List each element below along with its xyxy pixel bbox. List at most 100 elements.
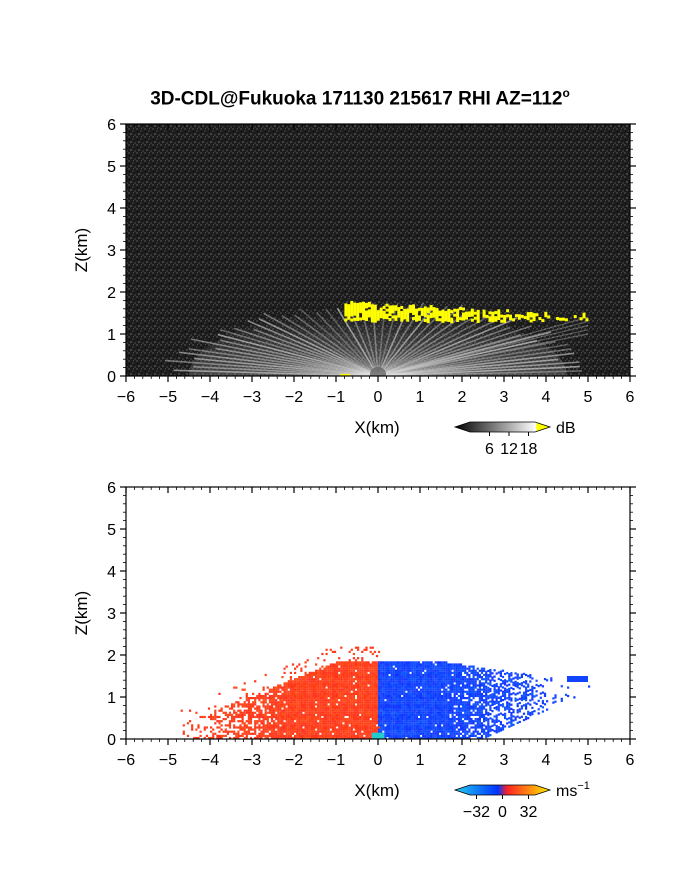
velocity-cell-positive [285,713,288,716]
velocity-cell-positive [369,684,372,687]
velocity-cell-positive [373,669,376,672]
reflectivity-beam [377,341,556,376]
velocity-cell-negative [476,711,479,714]
velocity-cell-positive [205,726,208,729]
velocity-cell-negative [459,688,463,691]
velocity-cell-negative [392,713,395,716]
velocity-cell-negative [413,678,416,681]
velocity-cell-negative [424,711,427,714]
velocity-cell-positive [321,671,324,674]
velocity-cell-positive [304,728,307,731]
velocity-cell-positive [237,720,240,723]
velocity-cell-positive [325,713,328,716]
velocity-cell-negative [485,691,488,695]
velocity-cell-negative [457,682,460,685]
velocity-cell-negative [472,669,475,672]
velocity-cell-positive [329,680,332,683]
x-tick-label: 0 [374,389,383,406]
velocity-cell-negative [451,682,454,685]
velocity-cell-negative [449,665,452,668]
reflectivity-y-axis-label: Z(km) [72,228,91,272]
reflectivity-beam [377,325,532,376]
velocity-cell-positive [321,711,324,714]
velocity-cell-positive [367,726,370,729]
velocity-cell-positive [336,686,339,689]
velocity-cell-positive [354,665,358,668]
velocity-cell-negative [464,669,467,672]
velocity-cell-positive [321,730,324,733]
velocity-cell-positive [348,730,351,733]
cloud-pixel [464,311,468,315]
velocity-cell-negative [485,693,488,697]
velocity-cell-positive [333,730,337,733]
velocity-cell-negative [474,703,477,706]
velocity-cell-negative [438,673,442,677]
velocity-cell-negative [417,711,421,714]
velocity-cell-negative [411,703,414,706]
velocity-cell-positive [359,671,362,674]
velocity-cell-positive [373,707,376,710]
velocity-cell-negative [411,684,414,687]
velocity-cell-negative [380,718,383,721]
velocity-cell-negative [527,710,530,713]
velocity-cell-positive [302,736,305,739]
velocity-cell-positive [312,734,316,737]
cloud-pixel [520,314,524,318]
velocity-cell-negative [384,676,387,679]
cloud-pixel [406,311,410,315]
velocity-cell-positive [298,734,301,737]
velocity-cell-positive [348,718,351,721]
velocity-cell-positive [352,701,355,704]
velocity-cell-positive [287,680,290,683]
velocity-cell-positive [357,667,360,670]
velocity-cell-negative [434,678,437,681]
velocity-cell-positive [294,705,297,708]
velocity-cell-negative [462,726,465,729]
velocity-cell-negative [430,669,433,672]
velocity-cell-positive [373,701,376,704]
velocity-cell-positive [310,682,313,685]
velocity-cell-positive [369,699,372,702]
cloud-pixel [450,310,454,314]
velocity-cell-positive [287,692,290,695]
velocity-cell-positive [289,720,292,723]
velocity-cell-positive [354,646,358,649]
velocity-cell-negative [478,686,481,689]
cloud-pixel [529,319,533,323]
velocity-cell-positive [275,709,278,712]
velocity-cell-negative [380,676,383,679]
x-tick-label: 2 [458,752,467,769]
velocity-cell-negative [478,692,481,695]
velocity-cell-negative [382,726,385,729]
velocity-cell-negative [382,678,385,681]
velocity-cell-negative [533,686,536,690]
velocity-cell-positive [268,688,271,691]
velocity-cell-negative [483,673,486,677]
velocity-cell-negative [472,667,475,670]
velocity-cell-positive [239,709,242,712]
velocity-cell-positive [294,713,297,716]
velocity-cell-positive [294,680,297,683]
velocity-cell-negative [497,705,500,708]
velocity-cell-negative [541,710,544,713]
velocity-cell-negative [411,680,414,683]
velocity-cell-negative [466,667,469,670]
velocity-cell-positive [342,669,345,672]
velocity-cell-positive [359,682,362,685]
velocity-cell-positive [344,671,347,674]
velocity-cell-negative [491,724,494,727]
velocity-cell-negative [403,734,406,737]
velocity-cell-positive [256,709,259,712]
velocity-cell-positive [348,688,351,691]
velocity-cell-negative [455,667,458,670]
velocity-cell-positive [315,673,318,677]
velocity-cell-positive [338,692,341,695]
velocity-cell-positive [247,697,250,700]
velocity-cell-negative [474,669,477,672]
velocity-cell-positive [275,732,278,735]
velocity-cell-positive [256,707,259,710]
velocity-cell-negative [489,700,492,703]
velocity-cell-negative [396,703,400,706]
velocity-cell-negative [462,707,465,710]
cloud-pixel [400,311,404,315]
